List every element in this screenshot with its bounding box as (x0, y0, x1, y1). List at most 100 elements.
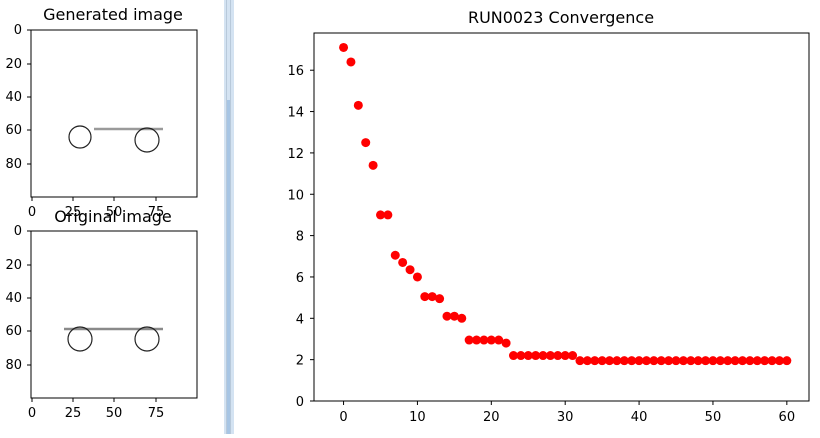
original-ytick: 0 (14, 224, 22, 239)
image-panels-canvas: Generated image 0 20 40 60 80 0 25 50 (5, 5, 198, 421)
generated-xtick: 75 (148, 205, 165, 220)
x-tick-label: 30 (557, 410, 574, 425)
data-point (523, 351, 533, 361)
generated-ytick: 40 (5, 90, 22, 105)
axis-ticks: 0 2 4 6 8 10 12 14 16 0 10 20 30 40 50 60 (287, 64, 795, 425)
data-point (619, 356, 629, 366)
data-point (479, 335, 489, 345)
data-point (612, 356, 622, 366)
data-point (767, 356, 777, 366)
data-point (501, 338, 511, 348)
data-point (442, 311, 452, 321)
data-point (449, 311, 459, 321)
y-tick-label: 6 (296, 271, 304, 286)
x-tick-label: 40 (631, 410, 648, 425)
x-tick-label: 50 (705, 410, 722, 425)
data-point (575, 356, 585, 366)
data-point (627, 356, 637, 366)
original-ytick: 80 (5, 358, 22, 373)
data-point (605, 356, 615, 366)
data-point (774, 356, 784, 366)
data-point (553, 351, 563, 361)
data-point (383, 210, 393, 220)
data-point (649, 356, 659, 366)
x-tick-label: 60 (779, 410, 796, 425)
generated-image-title: Generated image (43, 5, 183, 24)
data-point (760, 356, 770, 366)
data-point (730, 356, 740, 366)
generated-image-yticks: 0 20 40 60 80 (5, 23, 31, 172)
data-point (568, 351, 578, 361)
data-point (545, 351, 555, 361)
data-point (516, 351, 526, 361)
data-point (678, 356, 688, 366)
plot-area (313, 32, 810, 402)
original-image-title: Original image (54, 207, 172, 226)
original-ytick: 60 (5, 324, 22, 339)
original-xtick: 25 (65, 406, 82, 421)
y-tick-label: 12 (287, 147, 304, 162)
image-panels: Generated image 0 20 40 60 80 0 25 50 (0, 0, 224, 434)
data-point (738, 356, 748, 366)
original-xtick: 75 (148, 406, 165, 421)
data-point (353, 100, 363, 110)
y-tick-label: 14 (287, 106, 304, 121)
generated-image-axes (30, 29, 198, 198)
data-point (538, 351, 548, 361)
data-point (708, 356, 718, 366)
data-point (641, 356, 651, 366)
data-point (656, 356, 666, 366)
data-point (398, 257, 408, 267)
data-point (582, 356, 592, 366)
generated-xtick: 25 (65, 205, 82, 220)
data-point (435, 294, 445, 304)
y-tick-label: 8 (296, 230, 304, 245)
data-point (752, 356, 762, 366)
data-point (375, 210, 385, 220)
data-point (560, 351, 570, 361)
data-point (701, 356, 711, 366)
data-point (457, 313, 467, 323)
pane-splitter[interactable] (224, 0, 234, 434)
y-tick-label: 10 (287, 188, 304, 203)
generated-xtick: 0 (28, 205, 36, 220)
original-ytick: 20 (5, 258, 22, 273)
original-xtick: 0 (28, 406, 36, 421)
splitter-edge (230, 0, 231, 434)
splitter-handle[interactable] (227, 100, 230, 434)
data-point (472, 335, 482, 345)
data-point (368, 160, 378, 170)
x-tick-label: 10 (409, 410, 426, 425)
chart-title: RUN0023 Convergence (468, 8, 654, 27)
data-point (390, 250, 400, 260)
data-point (664, 356, 674, 366)
original-image-content (64, 326, 163, 352)
generated-xtick: 50 (106, 205, 123, 220)
data-point (686, 356, 696, 366)
data-point (531, 351, 541, 361)
x-tick-label: 20 (483, 410, 500, 425)
data-point (420, 292, 430, 302)
y-tick-label: 2 (296, 354, 304, 369)
data-point (508, 351, 518, 361)
data-point (361, 138, 371, 148)
generated-image-xticks: 0 25 50 75 (28, 197, 164, 220)
generated-image-content (68, 125, 163, 153)
y-tick-label: 16 (287, 64, 304, 79)
data-point (723, 356, 733, 366)
y-tick-label: 4 (296, 312, 304, 327)
generated-ytick: 60 (5, 123, 22, 138)
convergence-plot-panel: RUN0023 Convergence 0 2 4 6 8 10 12 14 16 0 10 20 30… (234, 0, 820, 434)
data-point (405, 265, 415, 275)
original-xtick: 50 (106, 406, 123, 421)
x-tick-label: 0 (339, 410, 347, 425)
original-image-xticks: 0 25 50 75 (28, 398, 164, 421)
splitter-edge (226, 0, 227, 434)
convergence-chart: RUN0023 Convergence 0 2 4 6 8 10 12 14 16 0 10 20 30… (287, 8, 810, 425)
data-points (339, 42, 792, 366)
data-point (782, 356, 792, 366)
data-point (427, 292, 437, 302)
data-point (715, 356, 725, 366)
generated-ytick: 0 (14, 23, 22, 38)
data-point (634, 356, 644, 366)
